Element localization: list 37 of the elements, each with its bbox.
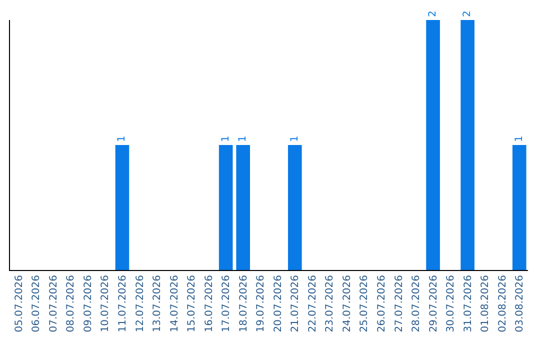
x-tick-label: 26.07.2026 [376, 275, 388, 332]
data-label: 1 [514, 136, 525, 142]
x-tick-label: 24.07.2026 [342, 275, 353, 332]
x-tick-label: 19.07.2026 [256, 275, 267, 332]
x-tick-label: 31.07.2026 [462, 275, 474, 332]
x-tick-label: 30.07.2026 [446, 275, 457, 332]
x-tick-label: 16.07.2026 [204, 275, 215, 332]
x-tick-label: 21.07.2026 [290, 275, 302, 332]
x-tick-label: 10.07.2026 [100, 275, 112, 332]
x-tick-label: 02.08.2026 [497, 275, 508, 332]
data-label: 1 [220, 136, 232, 142]
x-tick-label: 14.07.2026 [169, 275, 180, 332]
data-label: 1 [238, 136, 249, 142]
data-label: 1 [116, 136, 128, 142]
x-tick-label: 25.07.2026 [359, 275, 370, 332]
x-tick-label: 18.07.2026 [238, 275, 250, 332]
x-tick-label: 28.07.2026 [411, 275, 422, 332]
x-tick-label: 03.08.2026 [514, 275, 526, 332]
x-tick-label: 07.07.2026 [48, 275, 60, 332]
data-label: 2 [428, 10, 439, 17]
data-label: 2 [462, 10, 474, 17]
x-tick-label: 12.07.2026 [134, 275, 146, 332]
x-tick-label: 11.07.2026 [117, 275, 128, 332]
x-tick-label: 01.08.2026 [480, 275, 492, 332]
x-tick-label: 08.07.2026 [66, 275, 77, 332]
x-tick-label: 13.07.2026 [152, 275, 164, 332]
x-tick-label: 23.07.2026 [324, 275, 336, 332]
x-tick-label: 20.07.2026 [272, 275, 284, 332]
x-tick-label: 17.07.2026 [221, 275, 232, 332]
x-tick-label: 15.07.2026 [186, 275, 198, 332]
x-tick-label: 27.07.2026 [394, 275, 405, 332]
x-tick-label: 05.07.2026 [14, 275, 25, 332]
x-tick-label: 06.07.2026 [31, 275, 42, 332]
x-tick-label: 22.07.2026 [307, 275, 318, 332]
data-label: 1 [289, 136, 300, 142]
x-tick-label: 29.07.2026 [428, 275, 440, 332]
x-tick-label: 09.07.2026 [82, 275, 94, 332]
